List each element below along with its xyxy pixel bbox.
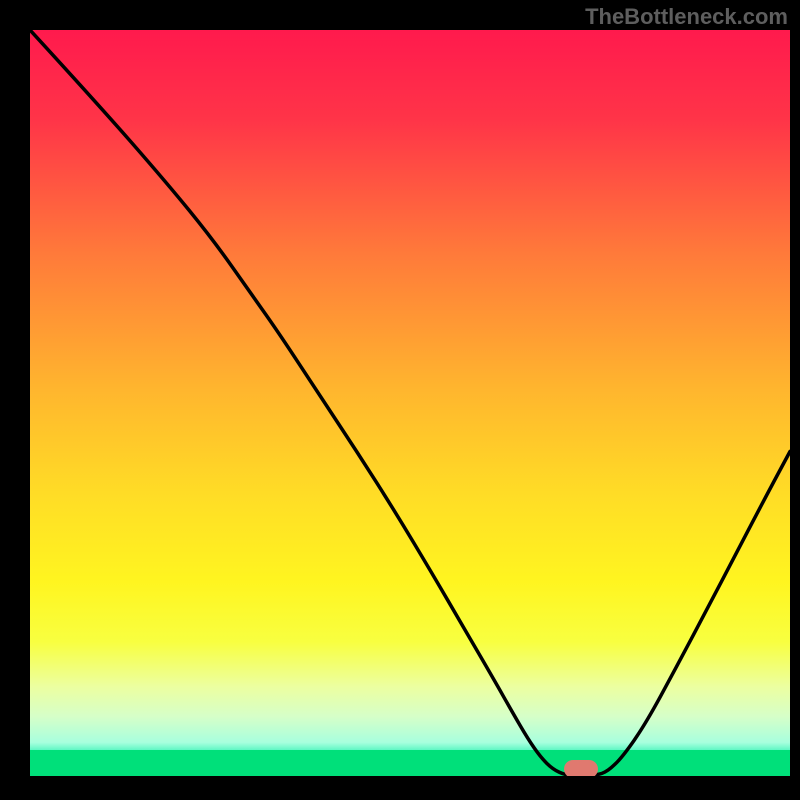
plot-area xyxy=(30,30,790,776)
chart-container: TheBottleneck.com xyxy=(0,0,800,800)
green-band xyxy=(30,750,790,776)
watermark-text: TheBottleneck.com xyxy=(585,4,788,30)
optimal-marker xyxy=(564,760,598,776)
gradient-body xyxy=(30,30,790,750)
